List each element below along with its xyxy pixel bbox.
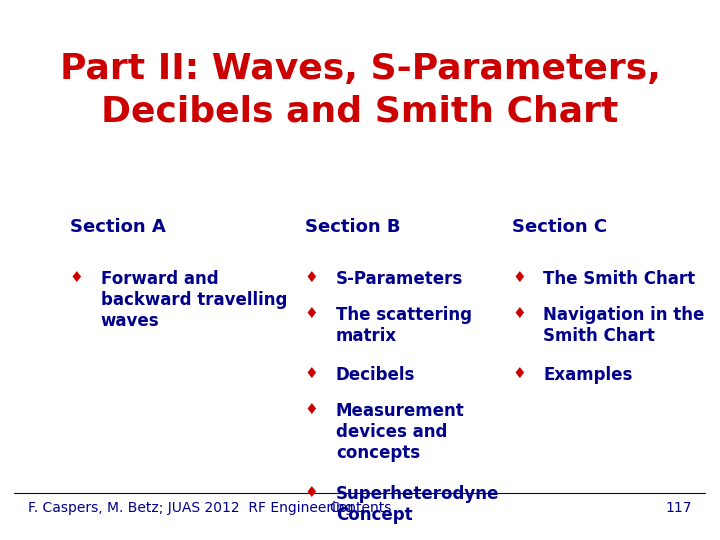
Text: ♦: ♦ [305,402,318,417]
Text: ♦: ♦ [305,270,318,285]
Text: ♦: ♦ [305,306,318,321]
Text: Section A: Section A [70,218,166,236]
Text: Part II: Waves, S-Parameters,
Decibels and Smith Chart: Part II: Waves, S-Parameters, Decibels a… [60,52,660,129]
Text: ♦: ♦ [512,270,526,285]
Text: Decibels: Decibels [336,366,415,384]
Text: ♦: ♦ [70,270,84,285]
Text: ♦: ♦ [512,366,526,381]
Text: ♦: ♦ [512,306,526,321]
Text: Examples: Examples [543,366,633,384]
Text: Navigation in the
Smith Chart: Navigation in the Smith Chart [543,306,705,345]
Text: ♦: ♦ [305,366,318,381]
Text: Superheterodyne
Concept: Superheterodyne Concept [336,485,499,524]
Text: The Smith Chart: The Smith Chart [543,270,696,288]
Text: 117: 117 [665,501,692,515]
Text: Forward and
backward travelling
waves: Forward and backward travelling waves [101,270,287,329]
Text: Measurement
devices and
concepts: Measurement devices and concepts [336,402,464,462]
Text: The scattering
matrix: The scattering matrix [336,306,472,345]
Text: Section C: Section C [512,218,607,236]
Text: S-Parameters: S-Parameters [336,270,463,288]
Text: Section B: Section B [305,218,400,236]
Text: F. Caspers, M. Betz; JUAS 2012  RF Engineering: F. Caspers, M. Betz; JUAS 2012 RF Engine… [28,501,354,515]
Text: Contents: Contents [329,501,391,515]
Text: ♦: ♦ [305,485,318,500]
